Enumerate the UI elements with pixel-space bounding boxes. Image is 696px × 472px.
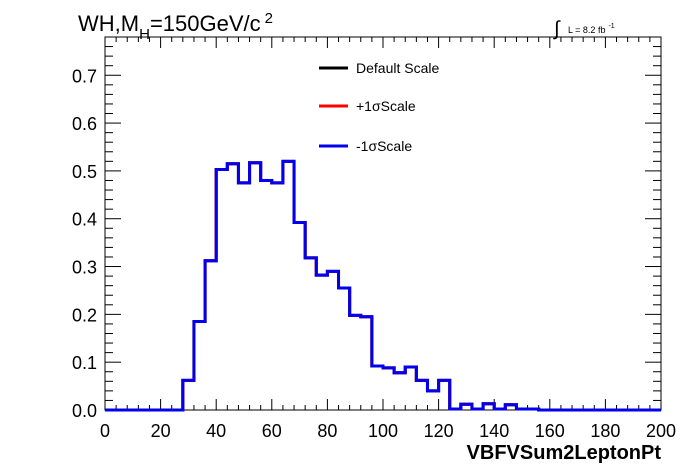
x-tick-label: 140 xyxy=(479,421,509,441)
title-subscript: H xyxy=(139,26,150,43)
series-line-0 xyxy=(105,159,661,412)
x-axis-label: VBFVSum2LeptonPt xyxy=(467,442,662,464)
x-tick-label: 60 xyxy=(262,421,282,441)
y-tick-label: 0.7 xyxy=(72,66,97,86)
y-tick-label: 0.5 xyxy=(72,162,97,182)
plot-frame xyxy=(104,36,662,411)
chart-title: WH,MH=150GeV/c 2 xyxy=(78,10,273,43)
x-tick-label: 100 xyxy=(368,421,398,441)
y-tick-label: 0.6 xyxy=(72,114,97,134)
y-tick-label: 0.4 xyxy=(72,210,97,230)
y-tick-label: 0.2 xyxy=(72,305,97,325)
y-tick-label: 0.3 xyxy=(72,258,97,278)
x-tick-label: 200 xyxy=(646,421,676,441)
legend-label: +1σScale xyxy=(356,98,416,114)
x-tick-label: 20 xyxy=(151,421,171,441)
axis-ticks: 0 20 40 60 80 100 120 140 160 180 200 0.0 0.1 0.2 0.3 0… xyxy=(72,36,676,441)
lumi-integral: ∫ xyxy=(553,18,561,40)
lumi-text: L = 8.2 fb xyxy=(568,25,605,35)
series-line-1 xyxy=(105,159,661,412)
lumi-superscript: -1 xyxy=(608,23,614,30)
title-superscript: 2 xyxy=(265,10,273,27)
x-tick-label: 40 xyxy=(206,421,226,441)
x-tick-label: 80 xyxy=(317,421,337,441)
series-group xyxy=(105,159,661,412)
y-tick-label: 0.1 xyxy=(72,353,97,373)
x-tick-label: 120 xyxy=(424,421,454,441)
x-tick-label: 0 xyxy=(100,421,110,441)
legend-label: Default Scale xyxy=(356,60,439,76)
title-prefix: WH,M xyxy=(78,11,139,36)
x-tick-label: 160 xyxy=(535,421,565,441)
x-tick-label: 180 xyxy=(590,421,620,441)
series-line-2 xyxy=(105,159,661,412)
legend: Default Scale +1σScale -1σScale xyxy=(319,60,439,154)
title-mass: =150GeV/c xyxy=(150,11,261,36)
legend-label: -1σScale xyxy=(356,138,412,154)
y-tick-label: 0.0 xyxy=(72,401,97,421)
lumi-label: L = 8.2 fb -1 xyxy=(568,23,615,35)
